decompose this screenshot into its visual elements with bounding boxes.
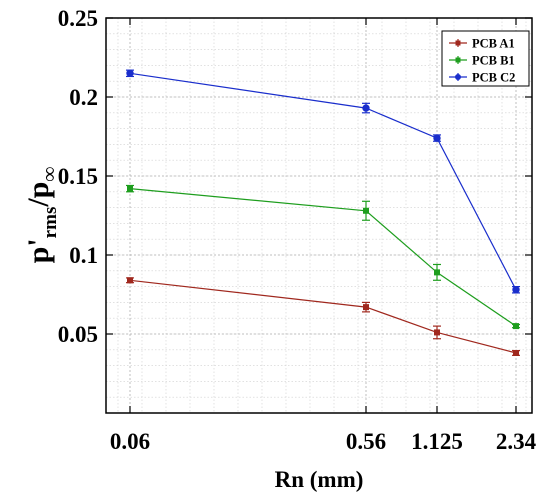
x-tick-labels: 0.06 0.56 1.125 2.34: [110, 429, 537, 454]
x-tick-label: 0.56: [346, 429, 386, 454]
series-line: [129, 279, 517, 354]
data-point: [127, 277, 133, 284]
legend-label: PCB B1: [472, 54, 515, 68]
data-point: [126, 69, 134, 78]
series-pcb-a1: [126, 277, 520, 356]
data-point: [433, 134, 441, 142]
x-tick-label: 2.34: [496, 429, 537, 454]
data-point: [363, 304, 369, 311]
y-tick-label: 0.1: [69, 243, 98, 268]
legend-entry: PCB B1: [449, 54, 515, 68]
data-point: [434, 329, 440, 336]
series-layer: [126, 69, 520, 356]
legend-marker: [455, 40, 461, 46]
svg-text:p'rms/p∞: p'rms/p∞: [22, 167, 61, 264]
series-line: [129, 188, 517, 327]
legend-marker: [455, 74, 461, 80]
x-tick-label: 0.06: [110, 429, 150, 454]
series-pcb-b1: [126, 184, 520, 330]
axis-ticks: [106, 17, 532, 413]
series-line: [129, 72, 517, 291]
legend: PCB A1 PCB B1 PCB C2: [441, 30, 530, 87]
y-label-main: p': [22, 238, 55, 263]
data-point: [363, 207, 369, 214]
data-point: [513, 323, 519, 330]
series-pcb-c2: [126, 69, 520, 294]
x-axis-label: Rn (mm): [275, 467, 364, 492]
y-tick-labels: 0.05 0.1 0.15 0.2 0.25: [58, 6, 98, 347]
x-tick-label: 1.125: [411, 429, 463, 454]
y-label-sub2: ∞: [37, 167, 61, 182]
data-point: [512, 286, 520, 294]
data-point: [434, 269, 440, 276]
legend-entry: PCB A1: [449, 37, 515, 51]
data-point: [513, 349, 519, 356]
y-label-sub1: rms: [40, 207, 61, 239]
y-tick-label: 0.15: [58, 164, 98, 189]
legend-label: PCB C2: [472, 71, 515, 85]
data-point: [127, 185, 133, 192]
y-axis-label: p'rms/p∞: [22, 167, 61, 264]
y-label-slash: /p: [22, 182, 55, 208]
y-tick-label: 0.2: [69, 85, 98, 110]
y-tick-label: 0.25: [58, 6, 98, 31]
legend-label: PCB A1: [472, 37, 515, 51]
y-tick-label: 0.05: [58, 322, 98, 347]
plot-frame: [105, 17, 533, 414]
legend-entry: PCB C2: [449, 71, 515, 85]
data-point: [362, 104, 370, 112]
legend-marker: [455, 57, 461, 63]
